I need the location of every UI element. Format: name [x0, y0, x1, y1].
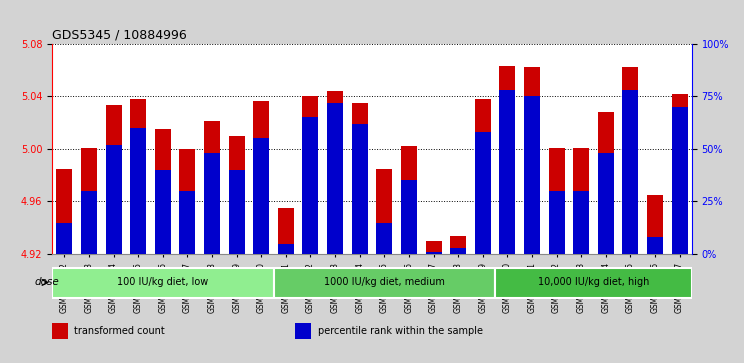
Bar [450, 236, 466, 254]
Bar [106, 105, 121, 254]
Bar [352, 103, 368, 254]
Text: GDS5345 / 10884996: GDS5345 / 10884996 [52, 28, 187, 41]
Bar [524, 96, 540, 254]
Bar [426, 252, 441, 254]
Bar [179, 149, 196, 254]
Bar [106, 144, 121, 254]
Bar [228, 136, 245, 254]
Bar [647, 237, 663, 254]
Text: dose: dose [35, 277, 60, 287]
Bar [130, 128, 147, 254]
Bar [204, 153, 220, 254]
Bar [623, 90, 638, 254]
Bar [155, 170, 171, 254]
Bar [57, 168, 72, 254]
Bar [401, 180, 417, 254]
Bar [52, 269, 274, 298]
Bar [327, 91, 343, 254]
Bar [155, 129, 171, 254]
Bar [52, 323, 68, 339]
Bar [401, 146, 417, 254]
Bar [623, 67, 638, 254]
Bar [327, 102, 343, 254]
Text: 10,000 IU/kg diet, high: 10,000 IU/kg diet, high [538, 277, 650, 287]
Bar [475, 132, 491, 254]
Bar [81, 147, 97, 254]
Text: 1000 IU/kg diet, medium: 1000 IU/kg diet, medium [324, 277, 445, 287]
Bar [352, 123, 368, 254]
Bar [426, 241, 441, 254]
Bar [524, 67, 540, 254]
Bar [475, 99, 491, 254]
Bar [303, 117, 318, 254]
Bar [278, 208, 294, 254]
Bar [303, 96, 318, 254]
Bar [376, 223, 392, 254]
Bar [274, 269, 495, 298]
Bar [228, 170, 245, 254]
Bar [499, 66, 516, 254]
Bar [672, 94, 687, 254]
Text: percentile rank within the sample: percentile rank within the sample [318, 326, 483, 336]
Bar [57, 223, 72, 254]
Text: 100 IU/kg diet, low: 100 IU/kg diet, low [118, 277, 208, 287]
Bar [573, 191, 589, 254]
Bar [450, 248, 466, 254]
Bar [495, 269, 692, 298]
Bar [597, 112, 614, 254]
Bar [597, 153, 614, 254]
Bar [253, 102, 269, 254]
Text: transformed count: transformed count [74, 326, 165, 336]
Bar [499, 90, 516, 254]
Bar [295, 323, 311, 339]
Bar [548, 191, 565, 254]
Bar [376, 168, 392, 254]
Bar [81, 191, 97, 254]
Bar [548, 147, 565, 254]
Bar [647, 195, 663, 254]
Bar [130, 99, 147, 254]
Bar [672, 107, 687, 254]
Bar [253, 138, 269, 254]
Bar [278, 244, 294, 254]
Bar [573, 147, 589, 254]
Bar [204, 121, 220, 254]
Bar [179, 191, 196, 254]
